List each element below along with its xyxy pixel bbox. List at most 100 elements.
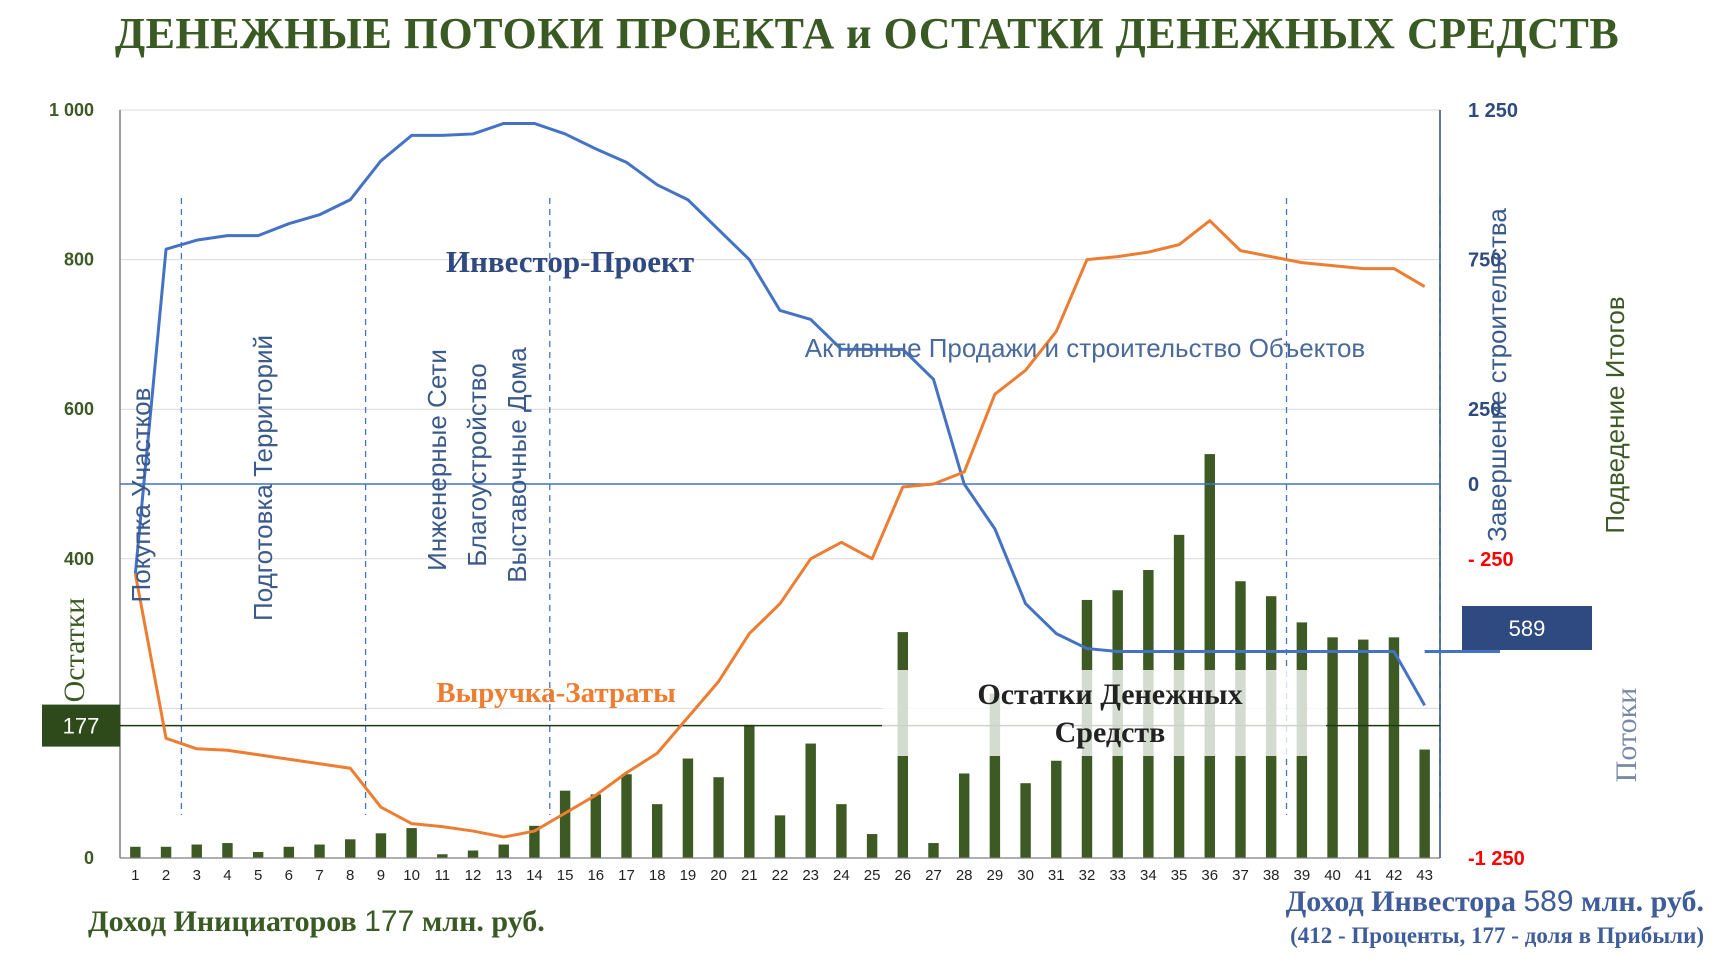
phase-label: Подведение Итогов — [1600, 296, 1630, 533]
bar — [713, 777, 724, 858]
bar — [559, 790, 571, 858]
investor-value-box — [1462, 606, 1592, 650]
bar — [375, 833, 387, 858]
investor-value-label: 589 — [1509, 616, 1546, 641]
right-tick-label: 0 — [1468, 474, 1479, 496]
initiators-value-box — [42, 704, 120, 747]
x-tick-label: 26 — [894, 867, 911, 884]
x-tick-label: 8 — [346, 867, 354, 884]
left-axis-label: Остатки — [58, 598, 91, 703]
bar — [928, 843, 939, 858]
left-tick-label: 1 000 — [49, 100, 94, 120]
bar — [130, 846, 141, 858]
phase-label: Подготовка Территорий — [248, 335, 278, 621]
x-tick-label: 20 — [710, 867, 727, 884]
investor-project-label: Инвестор-Проект — [446, 244, 694, 279]
bar — [252, 852, 264, 858]
x-tick-label: 23 — [802, 867, 819, 884]
left-tick-label: 800 — [64, 250, 94, 270]
investor-value: 589 — [1523, 885, 1574, 918]
bar — [222, 843, 233, 858]
bar — [529, 825, 540, 858]
x-tick-label: 34 — [1140, 867, 1157, 884]
x-tick-label: 28 — [956, 867, 973, 884]
lines-series — [133, 121, 1500, 839]
bar — [805, 743, 816, 858]
bar — [406, 828, 417, 858]
revenue-costs-label: Выручка-Затраты — [436, 677, 675, 709]
bar — [191, 844, 202, 858]
x-tick-label: 11 — [435, 867, 451, 884]
x-tick-label: 6 — [285, 867, 293, 884]
x-tick-label: 10 — [403, 867, 420, 884]
bar — [621, 774, 632, 858]
initiators-value-label: 177 — [63, 714, 100, 739]
x-tick-label: 40 — [1324, 867, 1341, 884]
bar — [1388, 637, 1400, 858]
initiators-value: 177 — [364, 905, 415, 938]
phase-label: Выставочные Дома — [502, 347, 532, 583]
bar — [1358, 639, 1369, 858]
bar — [1204, 454, 1215, 858]
left-tick-label: 400 — [64, 549, 94, 569]
right-tick-label: 1 250 — [1468, 100, 1518, 122]
bar — [866, 834, 878, 858]
investor-note: (412 - Проценты, 177 - доля в Прибыли) — [1290, 923, 1704, 948]
bar — [1051, 760, 1062, 858]
x-tick-label: 17 — [618, 867, 635, 884]
right-tick-label: -1 250 — [1468, 848, 1525, 870]
x-tick-label: 43 — [1416, 867, 1433, 884]
page-title: ДЕНЕЖНЫЕ ПОТОКИ ПРОЕКТА и ОСТАТКИ ДЕНЕЖН… — [114, 9, 1620, 58]
bars-series — [130, 454, 1430, 858]
bar — [651, 804, 663, 858]
right-tick-label: - 250 — [1468, 549, 1514, 571]
x-tick-label: 42 — [1386, 867, 1403, 884]
cash-balance-backdrop — [882, 670, 1326, 756]
annotations: 177 589 Остатки Потоки Покупка Участков Подго… — [42, 208, 1643, 782]
x-tick-label: 15 — [557, 867, 574, 884]
x-tick-label: 32 — [1079, 867, 1096, 884]
bar — [467, 850, 479, 858]
bar — [590, 794, 602, 858]
axes — [112, 110, 1441, 859]
x-tick-label: 21 — [741, 867, 758, 884]
x-tick-label: 3 — [193, 867, 201, 884]
initiators-income: Доход Инициаторов 177 млн. руб. — [88, 905, 545, 939]
grid — [120, 109, 1440, 709]
bar — [774, 815, 786, 858]
x-tick-label: 24 — [833, 867, 850, 884]
bar — [160, 846, 172, 858]
investor-project-line — [133, 121, 1426, 707]
x-tick-label: 18 — [649, 867, 666, 884]
x-tick-label: 22 — [772, 867, 789, 884]
x-tick-label: 37 — [1232, 867, 1249, 884]
x-tick-label: 39 — [1294, 867, 1311, 884]
x-tick-label: 41 — [1355, 867, 1372, 884]
bar — [836, 804, 847, 858]
x-tick-label: 9 — [377, 867, 385, 884]
x-tick-label: 38 — [1263, 867, 1280, 884]
bar — [283, 846, 295, 858]
right-tick-label: 250 — [1468, 399, 1501, 421]
x-tick-label: 2 — [162, 867, 170, 884]
phase-label: Инженерные Сети — [422, 349, 452, 571]
x-tick-label: 27 — [925, 867, 942, 884]
x-tick-label: 33 — [1109, 867, 1126, 884]
phase-label: Завершение строительства — [1482, 208, 1512, 542]
x-tick-label: 5 — [254, 867, 262, 884]
bar — [437, 854, 448, 858]
cash-balance-label-line2: Средств — [1055, 716, 1166, 749]
bar — [682, 758, 694, 858]
initiators-label: Доход Инициаторов — [88, 905, 357, 938]
investor-unit: млн. руб. — [1581, 885, 1704, 918]
right-axis-ticks: 1 250 750 250 0 - 250 -1 250 — [1468, 100, 1525, 870]
x-tick-label: 1 — [131, 867, 139, 884]
x-tick-label: 35 — [1171, 867, 1188, 884]
initiators-unit: млн. руб. — [421, 905, 545, 938]
investor-label: Доход Инвестора — [1285, 885, 1516, 918]
left-tick-label: 600 — [64, 399, 94, 419]
x-tick-label: 19 — [680, 867, 697, 884]
bar — [314, 844, 325, 858]
cash-balance-label-line1: Остатки Денежных — [977, 678, 1242, 711]
